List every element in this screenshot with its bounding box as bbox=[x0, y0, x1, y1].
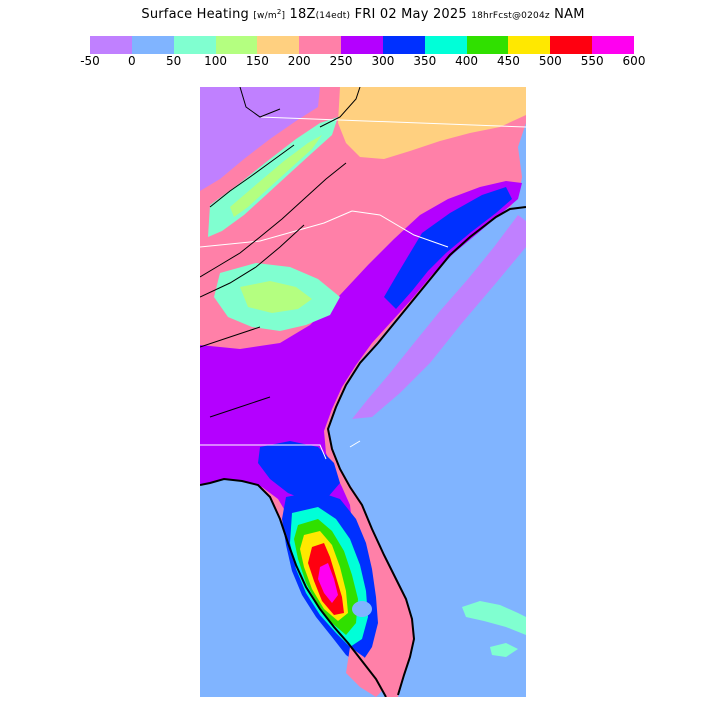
legend-swatch-12 bbox=[592, 36, 634, 54]
legend-ticks: -50 0 50 100 150 200 250 300 350 400 450 500 550 600 bbox=[0, 54, 726, 72]
legend-tick-label: 300 bbox=[371, 54, 395, 68]
bahamas bbox=[462, 601, 526, 635]
title-model: NAM bbox=[554, 7, 585, 22]
color-legend bbox=[90, 36, 634, 54]
coastline bbox=[200, 206, 526, 697]
legend-tick-label: 200 bbox=[287, 54, 311, 68]
legend-tick-label: 550 bbox=[580, 54, 604, 68]
legend-tick-label: 50 bbox=[166, 54, 182, 68]
land-lavender-nw bbox=[200, 87, 320, 191]
legend-tick-label: 150 bbox=[245, 54, 269, 68]
title-main: Surface Heating bbox=[141, 7, 249, 22]
legend-swatch-0 bbox=[90, 36, 132, 54]
legend-swatch-8 bbox=[424, 36, 467, 54]
offshore-lavender bbox=[352, 215, 526, 419]
title-forecast: 18hrFcst@0204z bbox=[471, 11, 550, 21]
contours bbox=[200, 87, 361, 418]
legend-tick-label: 450 bbox=[497, 54, 520, 68]
legend-swatch-1 bbox=[131, 36, 174, 54]
land-green-ga bbox=[240, 281, 312, 313]
lake-okeechobee bbox=[352, 601, 372, 617]
title-date: FRI 02 May 2025 bbox=[354, 7, 467, 22]
bahamas-2 bbox=[490, 643, 518, 657]
legend-swatch-9 bbox=[466, 36, 509, 54]
legend-swatch-2 bbox=[173, 36, 216, 54]
legend-tick-label: 250 bbox=[329, 54, 353, 68]
legend-tick-label: 500 bbox=[538, 54, 562, 68]
legend-swatch-6 bbox=[341, 36, 383, 54]
legend-swatch-3 bbox=[215, 36, 258, 54]
legend-tick-label: 100 bbox=[204, 54, 227, 68]
land-green-ridge bbox=[230, 135, 322, 217]
surface-heating-map bbox=[200, 87, 526, 697]
legend-swatch-7 bbox=[382, 36, 425, 54]
legend-tick-label: 350 bbox=[413, 54, 437, 68]
legend-tick-label: 400 bbox=[455, 54, 479, 68]
land-blue-sga bbox=[258, 441, 340, 501]
land-fl-pink-tip bbox=[346, 647, 386, 697]
title-valid: 18Z bbox=[289, 7, 316, 22]
legend-swatch-4 bbox=[257, 36, 300, 54]
legend-tick-label: 600 bbox=[622, 54, 646, 68]
title-valid-local: (14edt) bbox=[315, 11, 351, 21]
legend-swatch-11 bbox=[550, 36, 593, 54]
title-units: [w/m2] bbox=[253, 8, 286, 21]
state-borders bbox=[200, 116, 526, 460]
map-title: Surface Heating [w/m2] 18Z(14edt) FRI 02… bbox=[0, 7, 726, 22]
legend-swatch-5 bbox=[299, 36, 342, 54]
land-blue-coast bbox=[384, 187, 512, 309]
legend-swatch-10 bbox=[508, 36, 551, 54]
land-fl-magenta bbox=[318, 563, 338, 603]
legend-tick-label: 0 bbox=[128, 54, 136, 68]
legend-tick-label: -50 bbox=[80, 54, 100, 68]
